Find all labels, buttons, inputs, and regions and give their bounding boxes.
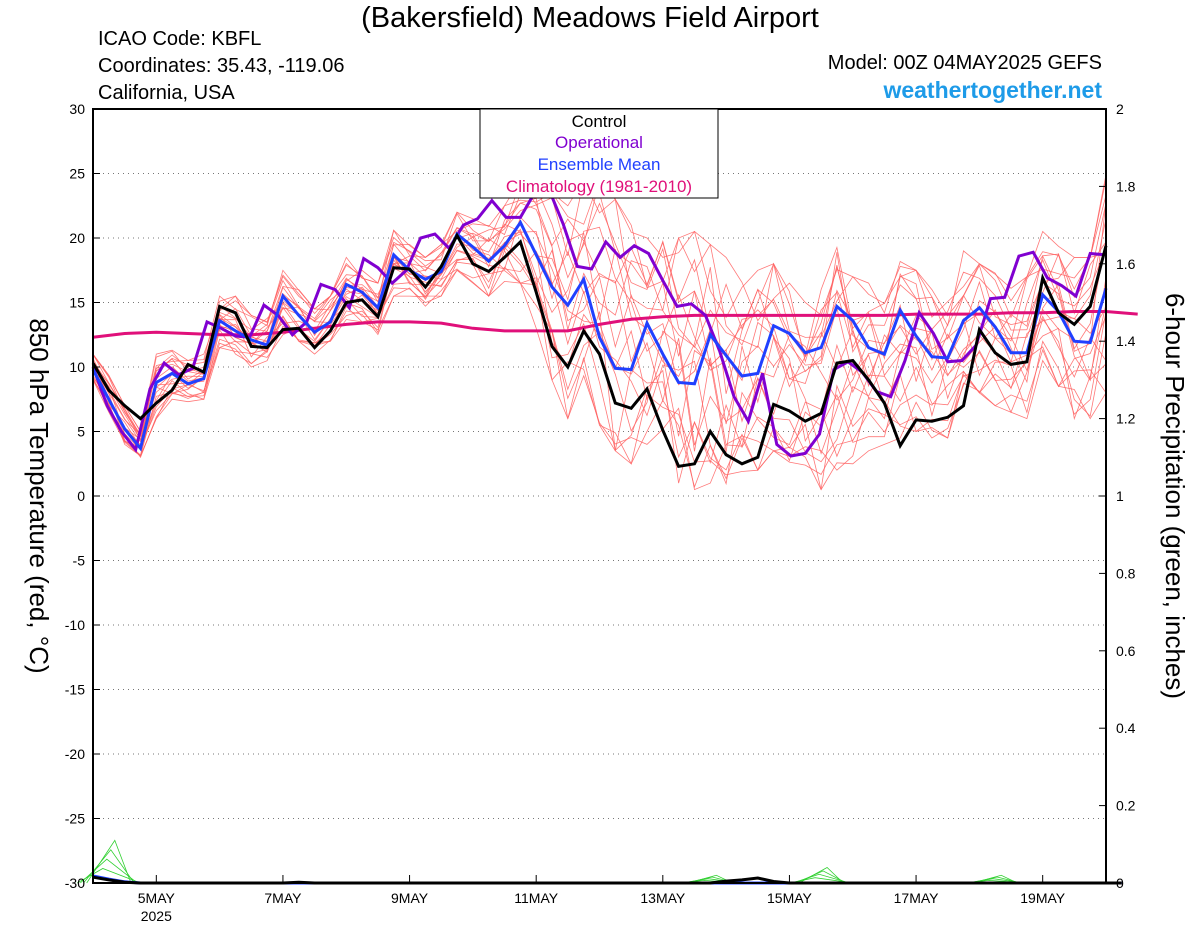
y2-tick-label: 1.6 (1116, 256, 1136, 272)
legend-climatology: Climatology (1981-2010) (506, 177, 692, 196)
legend-box (479, 108, 719, 199)
coordinates: Coordinates: 35.43, -119.06 (98, 55, 345, 77)
y-tick-label: 0 (77, 488, 85, 504)
y-tick-label: 10 (69, 359, 85, 375)
operational-line (91, 187, 1105, 458)
right-axis-ticks: 2 1.8 1.6 1.4 1.2 1 0.8 0.6 0.4 0.2 0 (1099, 101, 1136, 891)
y2-tick-label: 0.6 (1116, 643, 1136, 659)
y2-tick-label: 1.8 (1116, 178, 1136, 194)
x-axis-ticks: 5MAY 2025 7MAY 9MAY 11MAY 13MAY 15MAY 17MAY 19MA… (138, 875, 1066, 924)
y-tick-label: -20 (65, 746, 85, 762)
location: California, USA (98, 82, 235, 104)
control-line (91, 232, 1108, 468)
precip-member-line (792, 873, 850, 884)
x-tick-label: 7MAY (264, 890, 302, 906)
ensemble-member-line (92, 261, 1107, 491)
y-tick-label: 30 (69, 101, 85, 117)
page-title: (Bakersfield) Meadows Field Airport (361, 2, 819, 34)
y-tick-label: 15 (69, 295, 85, 311)
y2-tick-label: 1.2 (1116, 411, 1136, 427)
x-tick-label: 19MAY (1020, 890, 1066, 906)
ensemble-member-line (92, 249, 1107, 484)
ensemble-member-line (92, 197, 1107, 437)
y2-tick-label: 2 (1116, 101, 1124, 117)
climatology-line (92, 310, 1138, 339)
legend-control: Control (572, 112, 627, 131)
watermark: weathertogether.net (883, 77, 1102, 103)
ensemble-member-line (92, 179, 1107, 438)
legend-operational: Operational (555, 133, 643, 152)
series-lines (91, 187, 1138, 885)
left-axis-ticks: 30 25 20 15 10 5 0 -5 -10 -15 -20 -25 -30 (65, 101, 100, 891)
x-tick-label: 17MAY (894, 890, 940, 906)
precip-member-line (77, 868, 141, 884)
y-tick-label: -25 (65, 811, 85, 827)
y-tick-label: 25 (69, 166, 85, 182)
y-tick-label: 5 (77, 424, 85, 440)
right-axis-label: 6-hour Precipitation (green, inches) (1160, 293, 1190, 699)
precip-member-line (789, 877, 853, 884)
y-tick-label: -10 (65, 617, 85, 633)
y2-tick-label: 0.4 (1116, 720, 1136, 736)
x-tick-sublabel: 2025 (141, 908, 172, 924)
y2-tick-label: 0 (1116, 875, 1124, 891)
x-tick-label: 13MAY (640, 890, 686, 906)
ensemble-member-line (92, 173, 1107, 433)
y-tick-label: 20 (69, 230, 85, 246)
legend-ensemble-mean: Ensemble Mean (538, 155, 661, 174)
y2-tick-label: 0.2 (1116, 798, 1136, 814)
icao-code: ICAO Code: KBFL (98, 28, 262, 50)
precipitation-lines (77, 839, 1027, 884)
x-tick-label: 9MAY (391, 890, 429, 906)
y-tick-label: -5 (73, 553, 86, 569)
y2-tick-label: 1 (1116, 488, 1124, 504)
model-run: Model: 00Z 04MAY2025 GEFS (827, 52, 1102, 74)
ensemble-member-line (92, 182, 1107, 443)
grid-lines (93, 173, 1106, 819)
x-tick-label: 15MAY (767, 890, 813, 906)
y-tick-label: -30 (65, 875, 85, 891)
y-tick-label: -15 (65, 682, 85, 698)
precip-member-line (80, 858, 138, 884)
x-tick-label: 11MAY (514, 890, 558, 906)
left-axis-label: 850 hPa Temperature (red, °C) (24, 318, 54, 673)
legend: Control Operational Ensemble Mean Climat… (479, 108, 719, 199)
y2-tick-label: 0.8 (1116, 565, 1136, 581)
ensemble-member-line (92, 269, 1107, 490)
plot-frame (92, 108, 1107, 884)
x-tick-label: 5MAY (138, 890, 176, 906)
ensemble-member-line (92, 250, 1107, 486)
ensemble-member-line (92, 178, 1107, 436)
y2-tick-label: 1.4 (1116, 333, 1136, 349)
ensemble-mean-line (91, 219, 1108, 452)
